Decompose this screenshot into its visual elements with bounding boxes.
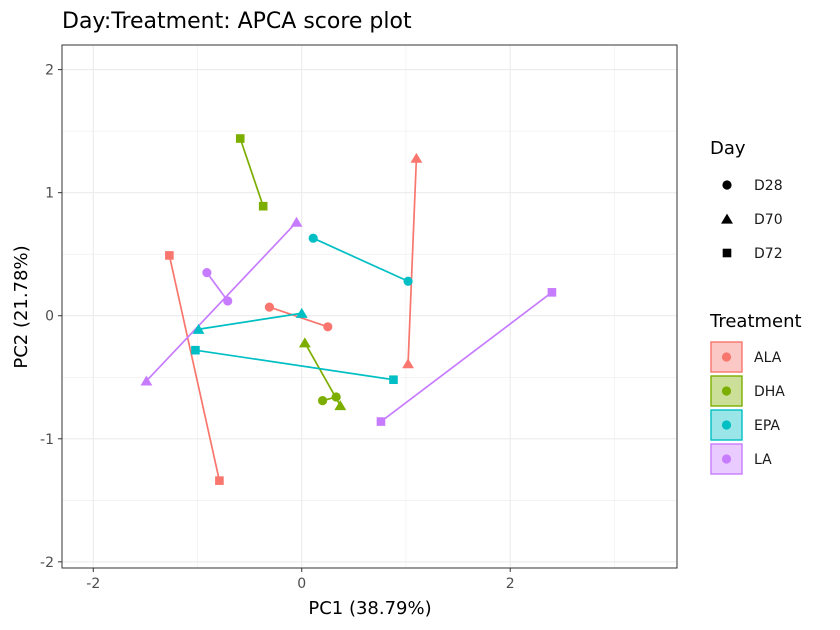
y-tick-layer: -2 -1 0 1 2 xyxy=(40,63,62,571)
legend-day-items: D28 D70 D72 xyxy=(721,178,783,262)
point-dha-d28 xyxy=(332,392,341,401)
point-la-d28 xyxy=(202,268,211,277)
y-tick-label: 0 xyxy=(45,309,54,325)
point-dha-d72 xyxy=(236,134,245,143)
x-tick-label: 0 xyxy=(297,576,306,592)
point-epa-d28 xyxy=(403,277,412,286)
legend-treatment-label: ALA xyxy=(754,350,782,366)
point-epa-d72 xyxy=(191,346,200,355)
chart-title: Day:Treatment: APCA score plot xyxy=(62,9,412,34)
point-epa-d72 xyxy=(389,375,398,384)
legend-day-title: Day xyxy=(710,138,746,159)
point-la-d72 xyxy=(548,288,557,297)
legend-treatment-title: Treatment xyxy=(709,311,802,332)
x-axis-title: PC1 (38.79%) xyxy=(308,598,431,619)
legend-treatment-items: ALA DHA EPA LA xyxy=(711,342,785,474)
legend-treatment-label: LA xyxy=(754,452,772,468)
y-tick-label: 2 xyxy=(45,63,54,79)
x-tick-layer: -2 0 2 xyxy=(86,568,514,592)
legend-day-key-d70 xyxy=(721,214,733,224)
point-ala-d28 xyxy=(265,303,274,312)
point-epa-d28 xyxy=(309,234,318,243)
legend-treatment-dot-ala xyxy=(722,352,731,361)
legend-day: Day D28 D70 D72 xyxy=(710,138,783,262)
legend-treatment-dot-dha xyxy=(722,386,731,395)
point-ala-d72 xyxy=(165,251,174,260)
point-dha-d72 xyxy=(259,202,268,211)
legend-day-label: D72 xyxy=(754,246,783,262)
legend-treatment-label: DHA xyxy=(754,384,785,400)
point-la-d72 xyxy=(377,417,386,426)
point-ala-d28 xyxy=(323,322,332,331)
point-ala-d72 xyxy=(215,476,224,485)
plot-panel xyxy=(62,45,677,568)
legend-treatment: Treatment ALA DHA EPA LA xyxy=(709,311,802,474)
legend-treatment-label: EPA xyxy=(754,418,780,434)
y-tick-label: -2 xyxy=(40,555,54,571)
y-tick-label: -1 xyxy=(40,432,54,448)
point-la-d28 xyxy=(223,296,232,305)
y-tick-label: 1 xyxy=(45,186,54,202)
legend-day-label: D70 xyxy=(754,212,783,228)
legend-day-key-d28 xyxy=(722,180,731,189)
point-dha-d28 xyxy=(318,396,327,405)
x-tick-label: 2 xyxy=(506,576,515,592)
legend-treatment-dot-la xyxy=(722,454,731,463)
legend-treatment-dot-epa xyxy=(722,420,731,429)
x-tick-label: -2 xyxy=(86,576,100,592)
y-axis-title: PC2 (21.78%) xyxy=(11,245,32,368)
legend-day-key-d72 xyxy=(723,249,732,258)
legend-day-label: D28 xyxy=(754,178,783,194)
